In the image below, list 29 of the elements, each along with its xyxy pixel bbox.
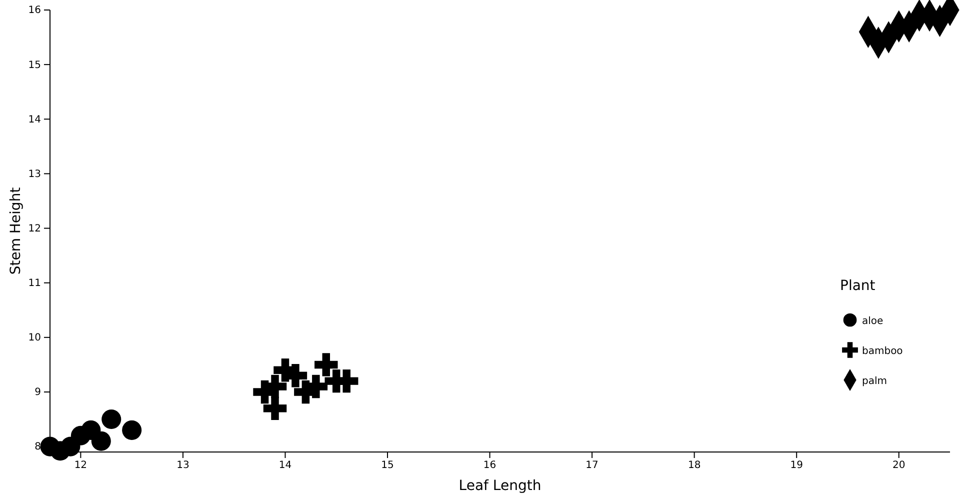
y-tick-label: 14 (28, 114, 41, 126)
y-tick-label: 13 (28, 168, 41, 180)
y-axis-title: Stem Height (8, 186, 24, 275)
y-tick-label: 10 (28, 332, 41, 344)
y-tick-label: 15 (28, 60, 41, 71)
point (122, 420, 142, 440)
y-tick-label: 12 (28, 223, 41, 234)
legend-label: aloe (862, 316, 884, 327)
x-tick-label: 12 (74, 460, 88, 472)
point (263, 396, 287, 420)
x-tick-label: 19 (790, 460, 803, 472)
x-tick-label: 18 (688, 460, 701, 472)
y-tick-label: 8 (34, 442, 41, 453)
x-tick-label: 14 (278, 460, 292, 472)
point (102, 410, 122, 430)
x-tick-label: 17 (586, 460, 598, 472)
y-tick-label: 11 (28, 278, 41, 290)
x-axis-title: Leaf Length (458, 478, 542, 494)
x-tick-label: 16 (483, 460, 496, 472)
point (314, 353, 338, 376)
x-tick-label: 15 (381, 460, 394, 472)
legend-label: bamboo (862, 346, 903, 357)
legend-label: palm (862, 376, 887, 387)
x-tick-label: 20 (892, 460, 906, 472)
y-tick-label: 9 (34, 387, 41, 398)
x-tick-label: 13 (176, 460, 190, 472)
point (91, 431, 111, 451)
legend-title: Plant (840, 278, 876, 294)
y-tick-label: 16 (28, 5, 41, 16)
